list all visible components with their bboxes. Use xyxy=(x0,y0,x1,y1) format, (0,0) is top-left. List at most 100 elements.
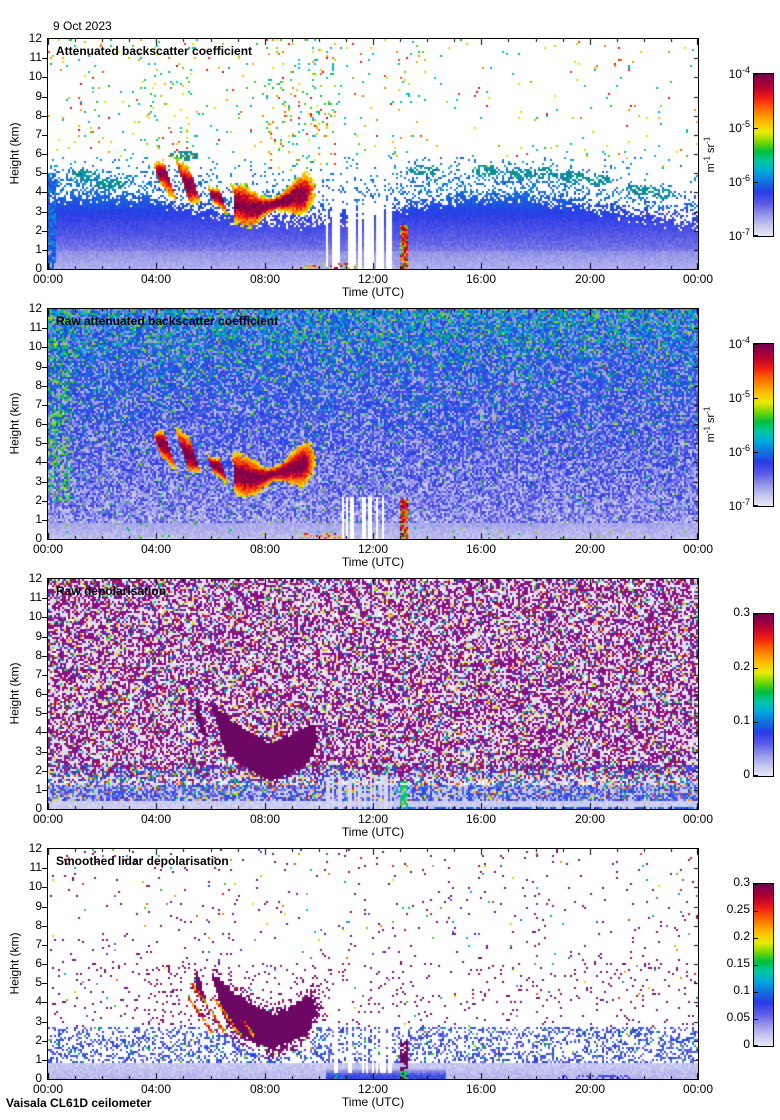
x-tick-label: 12:00 xyxy=(357,1082,389,1096)
colorbar-tick-label: 0.3 xyxy=(733,875,750,889)
instrument-label: Vaisala CL61D ceilometer xyxy=(6,1096,152,1110)
colorbar-tick-mark xyxy=(754,668,758,669)
x-tick-label: 08:00 xyxy=(249,812,281,826)
y-tick-label: 6 xyxy=(35,686,42,700)
x-tick-label: 04:00 xyxy=(140,812,172,826)
x-tick-label: 00:00 xyxy=(32,1082,64,1096)
colorbar-tick-mark xyxy=(754,505,758,506)
colorbar-tick-label: 10-6 xyxy=(728,443,750,459)
colorbar-tick-label: 0.2 xyxy=(733,928,750,943)
y-tick-label: 5 xyxy=(35,975,42,989)
colorbar-tick-mark xyxy=(754,965,758,966)
y-tick-mark xyxy=(42,752,47,753)
x-tick-label: 12:00 xyxy=(357,542,389,556)
colorbar-tick-label: 10-7 xyxy=(728,227,750,243)
colorbar-tick-mark xyxy=(754,128,758,129)
y-tick-label: 8 xyxy=(35,918,42,932)
y-tick-label: 9 xyxy=(35,899,42,913)
y-tick-label: 7 xyxy=(35,667,42,681)
y-tick-mark xyxy=(42,192,47,193)
y-tick-label: 1 xyxy=(35,242,42,256)
heatmap-canvas xyxy=(48,309,698,539)
y-tick-mark xyxy=(42,173,47,174)
y-tick-mark xyxy=(42,637,47,638)
colorbar-tick-label: 10-6 xyxy=(728,173,750,189)
y-tick-mark xyxy=(42,154,47,155)
y-tick-label: 11 xyxy=(29,320,42,334)
y-tick-label: 3 xyxy=(35,1014,42,1028)
y-tick-label: 2 xyxy=(35,493,42,507)
y-tick-mark xyxy=(42,983,47,984)
y-tick-label: 2 xyxy=(35,223,42,237)
colorbar-tick-mark xyxy=(754,911,758,912)
y-tick-label: 8 xyxy=(35,648,42,662)
colorbar-gradient xyxy=(753,883,774,1047)
y-tick-mark xyxy=(42,250,47,251)
y-tick-mark xyxy=(42,598,47,599)
y-tick-label: 10 xyxy=(28,69,42,83)
y-tick-mark xyxy=(42,443,47,444)
y-tick-mark xyxy=(42,675,47,676)
y-tick-mark xyxy=(42,771,47,772)
y-tick-mark xyxy=(42,367,47,368)
y-tick-mark xyxy=(42,424,47,425)
plot-area: Raw depolarisation xyxy=(47,578,699,810)
y-tick-label: 12 xyxy=(28,31,42,45)
x-tick-label: 12:00 xyxy=(357,272,389,286)
x-tick-label: 16:00 xyxy=(465,1082,497,1096)
y-tick-mark xyxy=(42,790,47,791)
y-tick-mark xyxy=(42,617,47,618)
y-tick-label: 0 xyxy=(35,1071,42,1085)
y-tick-label: 12 xyxy=(28,571,42,585)
y-tick-label: 1 xyxy=(35,1052,42,1066)
colorbar-tick-label: 0.2 xyxy=(733,658,750,673)
y-tick-mark xyxy=(42,135,47,136)
y-tick-label: 6 xyxy=(35,956,42,970)
x-tick-label: 00:00 xyxy=(32,812,64,826)
panel-title: Smoothed lidar depolarisation xyxy=(56,854,229,868)
y-tick-label: 5 xyxy=(35,165,42,179)
y-tick-mark xyxy=(42,887,47,888)
colorbar-tick-mark xyxy=(754,1019,758,1020)
y-tick-mark xyxy=(42,1060,47,1061)
x-axis-label: Time (UTC) xyxy=(341,825,405,839)
colorbar-tick-label: 10-7 xyxy=(728,497,750,513)
y-tick-mark xyxy=(42,656,47,657)
y-tick-label: 0 xyxy=(35,531,42,545)
colorbar-tick-mark xyxy=(754,614,758,615)
date-label: 9 Oct 2023 xyxy=(53,19,112,33)
colorbar-tick-mark xyxy=(754,235,758,236)
colorbar-tick-label: 0.1 xyxy=(733,983,750,997)
colorbar-tick-label: 0.15 xyxy=(726,956,750,970)
panel-title: Raw attenuated backscatter coefficient xyxy=(56,314,279,328)
y-tick-label: 11 xyxy=(29,590,42,604)
x-tick-label: 16:00 xyxy=(465,272,497,286)
x-tick-label: 20:00 xyxy=(574,812,606,826)
colorbar-tick-mark xyxy=(754,1045,758,1046)
x-tick-label: 04:00 xyxy=(140,272,172,286)
y-tick-label: 0 xyxy=(35,261,42,275)
x-tick-label: 00:00 xyxy=(682,812,714,826)
y-tick-label: 11 xyxy=(29,50,42,64)
x-tick-label: 16:00 xyxy=(465,812,497,826)
y-tick-label: 0 xyxy=(35,801,42,815)
y-tick-mark xyxy=(42,405,47,406)
y-tick-label: 11 xyxy=(29,860,42,874)
heatmap-canvas xyxy=(48,849,698,1079)
y-tick-mark xyxy=(42,462,47,463)
y-tick-mark xyxy=(42,694,47,695)
colorbar-tick-mark xyxy=(754,398,758,399)
y-tick-label: 6 xyxy=(35,416,42,430)
y-tick-mark xyxy=(42,1022,47,1023)
panel-title: Attenuated backscatter coefficient xyxy=(56,44,253,58)
heatmap-canvas xyxy=(48,579,698,809)
y-tick-label: 4 xyxy=(35,454,42,468)
y-tick-mark xyxy=(42,1041,47,1042)
y-tick-label: 3 xyxy=(35,474,42,488)
colorbar-tick-mark xyxy=(754,74,758,75)
y-tick-mark xyxy=(42,964,47,965)
colorbar-units-label: m-1 sr-1 xyxy=(702,406,718,443)
y-tick-mark xyxy=(42,386,47,387)
y-tick-mark xyxy=(42,482,47,483)
y-tick-label: 9 xyxy=(35,629,42,643)
